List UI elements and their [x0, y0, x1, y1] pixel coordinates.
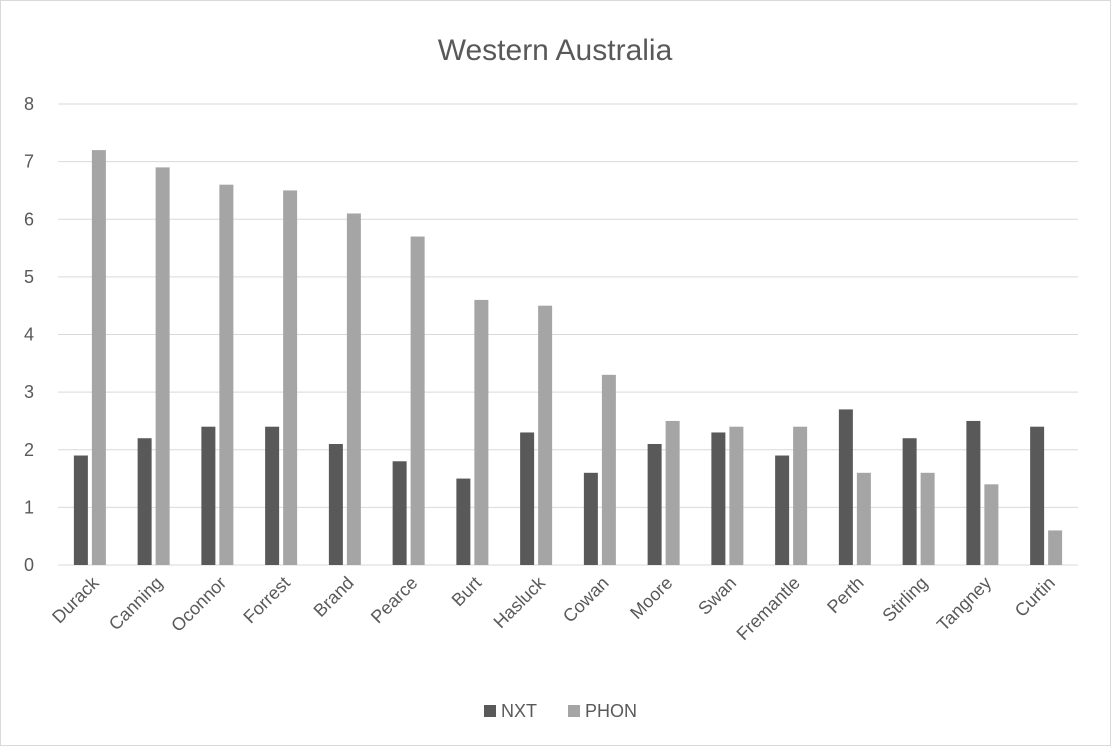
- bar-phon-pearce: [410, 236, 425, 565]
- x-tick-label: Moore: [626, 573, 676, 623]
- x-tick-label: Forrest: [239, 573, 293, 627]
- legend-swatch-nxt: [484, 705, 496, 717]
- bar-phon-burt: [474, 299, 489, 565]
- x-tick-label: Perth: [823, 573, 868, 618]
- legend-label-nxt: NXT: [501, 701, 537, 721]
- bar-nxt-cowan: [583, 472, 598, 565]
- x-axis-tick-labels: Durack Canning Oconnor Forrest Brand Pearce Bu…: [48, 572, 1059, 644]
- bar-phon-canning: [155, 167, 170, 565]
- bar-phon-perth: [856, 472, 871, 565]
- bar-phon-stirling: [920, 472, 935, 565]
- y-tick-label: 4: [24, 325, 34, 345]
- bar-phon-moore: [665, 420, 680, 565]
- bar-phon-durack: [91, 150, 106, 565]
- bar-nxt-tangney: [966, 420, 981, 565]
- bar-nxt-perth: [838, 409, 853, 565]
- x-tick-label: Hasluck: [490, 572, 550, 632]
- y-axis-tick-labels: 0 1 2 3 4 5 6 7 8: [24, 94, 34, 575]
- x-tick-label: Brand: [310, 573, 358, 621]
- x-tick-label: Pearce: [367, 573, 421, 627]
- x-tick-label: Burt: [448, 573, 485, 610]
- bar-nxt-stirling: [902, 438, 917, 565]
- x-tick-label: Durack: [48, 572, 103, 627]
- x-tick-label: Swan: [694, 573, 740, 619]
- bar-nxt-brand: [328, 443, 343, 565]
- x-tick-label: Oconnor: [167, 573, 230, 636]
- bar-phon-fremantle: [793, 426, 808, 565]
- bar-nxt-pearce: [392, 461, 407, 565]
- bars: [73, 150, 1063, 566]
- y-tick-label: 1: [24, 497, 34, 517]
- bar-nxt-swan: [711, 432, 726, 565]
- bar-phon-hasluck: [538, 305, 553, 565]
- legend: NXT PHON: [484, 701, 637, 721]
- legend-swatch-phon: [568, 705, 580, 717]
- bar-nxt-durack: [73, 455, 88, 565]
- x-tick-label: Fremantle: [733, 573, 804, 644]
- y-tick-label: 2: [24, 440, 34, 460]
- bar-phon-brand: [346, 213, 361, 566]
- y-tick-label: 0: [24, 555, 34, 575]
- x-tick-label: Cowan: [559, 573, 613, 627]
- chart-title: Western Australia: [438, 34, 673, 67]
- y-tick-label: 5: [24, 267, 34, 287]
- bar-nxt-canning: [137, 438, 152, 565]
- bar-nxt-burt: [456, 478, 471, 565]
- bar-phon-tangney: [984, 484, 999, 565]
- bar-nxt-curtin: [1030, 426, 1045, 565]
- bar-phon-curtin: [1048, 530, 1063, 565]
- bar-phon-oconnor: [219, 184, 234, 566]
- y-tick-label: 3: [24, 382, 34, 402]
- legend-label-phon: PHON: [585, 701, 637, 721]
- bar-phon-cowan: [601, 374, 616, 565]
- y-tick-label: 7: [24, 152, 34, 172]
- bar-nxt-forrest: [265, 426, 280, 565]
- x-tick-label: Tangney: [933, 573, 995, 635]
- x-tick-label: Curtin: [1011, 573, 1059, 621]
- bar-phon-forrest: [283, 190, 298, 565]
- x-tick-label: Canning: [105, 573, 167, 635]
- y-tick-label: 6: [24, 209, 34, 229]
- bar-nxt-moore: [647, 443, 662, 565]
- bar-nxt-oconnor: [201, 426, 216, 565]
- bar-nxt-fremantle: [775, 455, 790, 565]
- bar-nxt-hasluck: [520, 432, 535, 565]
- y-tick-label: 8: [24, 94, 34, 114]
- x-tick-label: Stirling: [878, 573, 931, 626]
- bar-phon-swan: [729, 426, 744, 565]
